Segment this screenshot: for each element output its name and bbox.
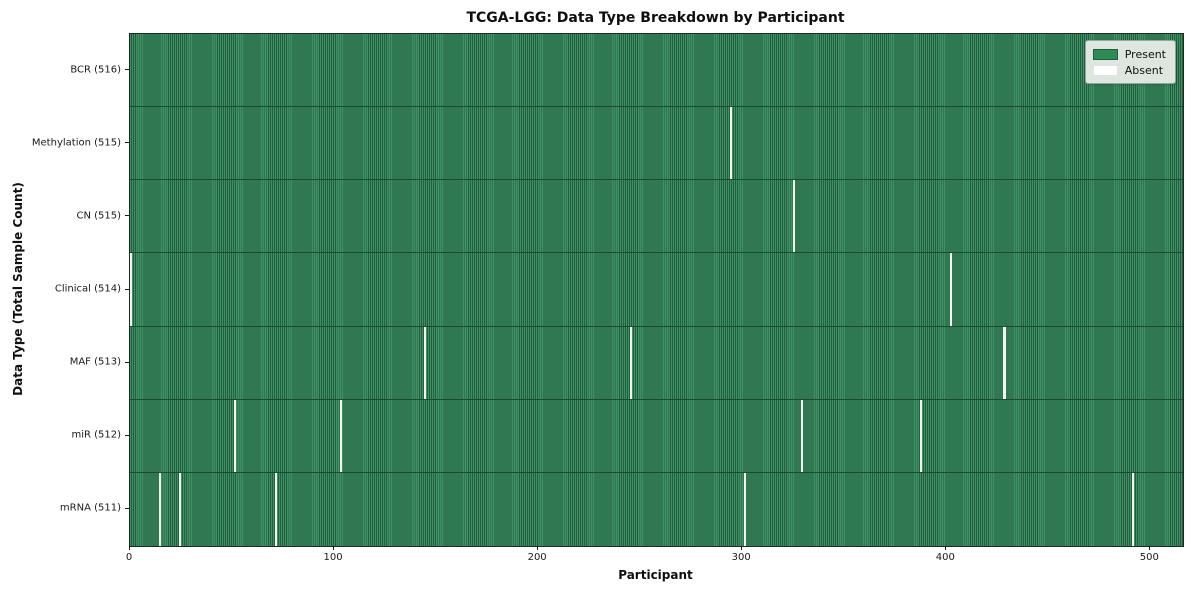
y-axis-label: Data Type (Total Sample Count) xyxy=(11,182,25,396)
legend-item-present: Present xyxy=(1092,46,1166,62)
x-tick-label: 100 xyxy=(323,552,343,563)
absent-bar xyxy=(423,326,426,399)
absent-bar xyxy=(340,399,343,472)
absent-bar xyxy=(158,472,161,546)
legend: Present Absent xyxy=(1084,40,1176,84)
heatmap-row-cn xyxy=(130,180,1183,254)
y-tick-label: BCR (516) xyxy=(70,64,121,76)
absent-bar xyxy=(629,326,633,399)
y-tick-mark xyxy=(125,142,129,144)
legend-label-absent: Absent xyxy=(1124,63,1164,77)
absent-bar xyxy=(130,253,133,326)
y-tick-label: mRNA (511) xyxy=(59,502,121,514)
x-tick-label: 0 xyxy=(125,552,133,563)
y-tick-mark xyxy=(125,434,129,436)
absent-bar xyxy=(801,399,804,472)
y-tick-label: Methylation (515) xyxy=(31,137,121,149)
absent-bar xyxy=(178,472,182,546)
legend-item-absent: Absent xyxy=(1092,62,1166,78)
heatmap-row-mir xyxy=(130,399,1183,473)
heatmap-row-mrna xyxy=(130,472,1183,546)
heatmap-row-maf xyxy=(130,326,1183,400)
x-tick-mark xyxy=(944,546,946,550)
absent-bar xyxy=(919,399,922,472)
x-axis-label: Participant xyxy=(618,568,693,582)
legend-label-present: Present xyxy=(1124,47,1166,61)
x-tick-mark xyxy=(128,546,130,550)
absent-bar xyxy=(1003,326,1006,399)
heatmap-grid xyxy=(130,34,1183,546)
absent-bar xyxy=(950,253,953,326)
y-tick-mark xyxy=(125,507,129,509)
y-tick-label: miR (512) xyxy=(71,429,121,441)
y-tick-mark xyxy=(125,288,129,290)
chart-title: TCGA-LGG: Data Type Breakdown by Partici… xyxy=(466,10,845,26)
y-tick-label: Clinical (514) xyxy=(54,283,121,295)
absent-bar xyxy=(744,472,747,546)
absent-bar xyxy=(274,472,277,546)
x-tick-label: 500 xyxy=(1139,552,1159,563)
x-tick-mark xyxy=(1148,546,1150,550)
heatmap-row-methylation xyxy=(130,107,1183,181)
absent-bar xyxy=(729,107,733,180)
y-tick-label: MAF (513) xyxy=(69,356,121,368)
heatmap-row-clinical xyxy=(130,253,1183,327)
y-tick-mark xyxy=(125,215,129,217)
x-tick-label: 300 xyxy=(731,552,751,563)
heatmap-row-bcr xyxy=(130,34,1183,108)
x-tick-mark xyxy=(536,546,538,550)
absent-bar xyxy=(793,180,796,253)
x-tick-label: 400 xyxy=(935,552,955,563)
absent-bar xyxy=(234,399,237,472)
absent-bar xyxy=(1131,472,1135,546)
x-tick-label: 200 xyxy=(527,552,547,563)
y-tick-mark xyxy=(125,69,129,71)
x-tick-mark xyxy=(332,546,334,550)
absent-swatch-icon xyxy=(1092,64,1118,76)
y-tick-label: CN (515) xyxy=(76,210,121,222)
present-swatch-icon xyxy=(1092,48,1118,60)
plot-area: Present Absent xyxy=(129,33,1184,547)
y-tick-mark xyxy=(125,361,129,363)
x-tick-mark xyxy=(740,546,742,550)
